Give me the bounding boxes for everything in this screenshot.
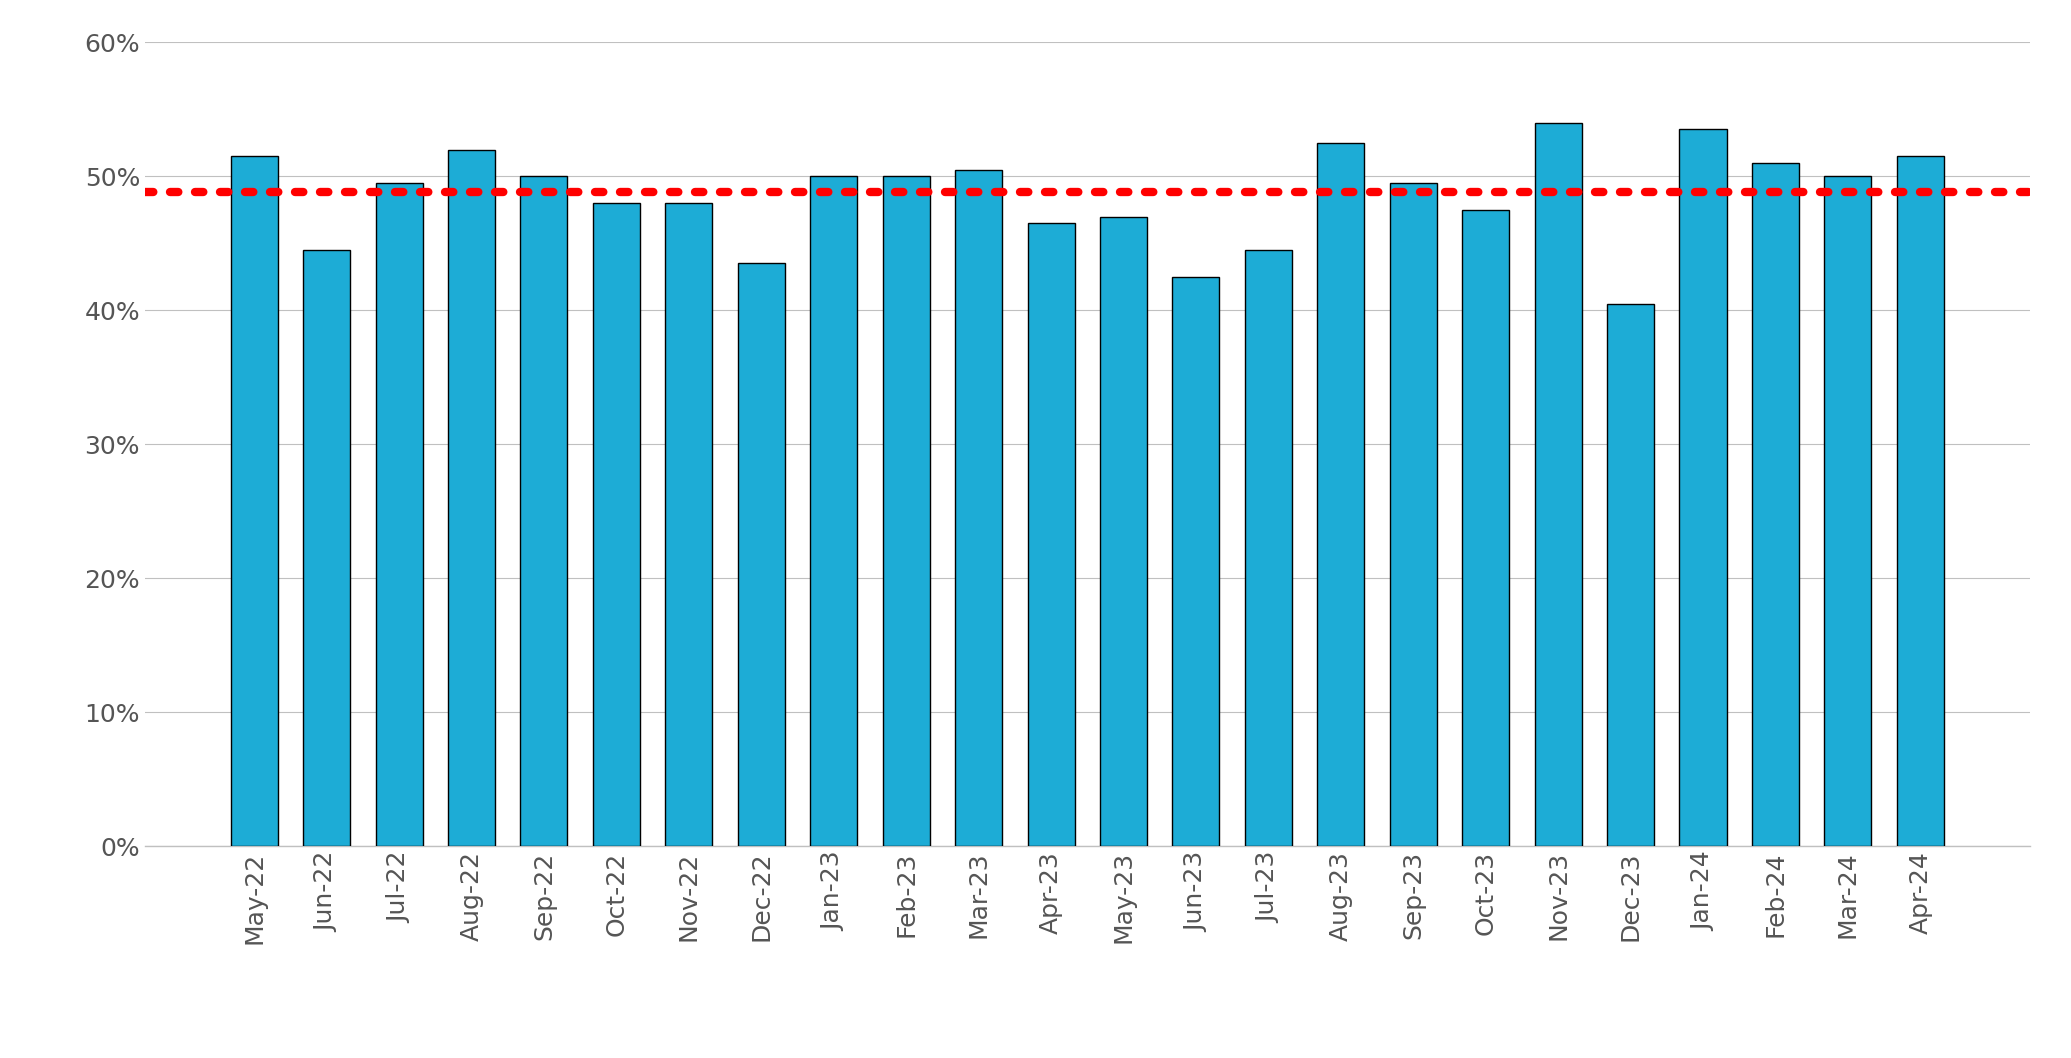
- Bar: [1535, 123, 1582, 846]
- Bar: [1897, 157, 1945, 846]
- Bar: [302, 250, 350, 846]
- Bar: [1462, 209, 1510, 846]
- Bar: [665, 203, 712, 846]
- Bar: [1752, 163, 1800, 846]
- Bar: [520, 177, 567, 846]
- Bar: [882, 177, 930, 846]
- Bar: [375, 183, 422, 846]
- Bar: [1317, 143, 1365, 846]
- Bar: [737, 263, 785, 846]
- Bar: [230, 157, 278, 846]
- Bar: [810, 177, 857, 846]
- Bar: [1245, 250, 1292, 846]
- Bar: [1172, 277, 1220, 846]
- Bar: [1100, 217, 1147, 846]
- Bar: [1390, 183, 1437, 846]
- Bar: [447, 149, 495, 846]
- Bar: [1680, 129, 1727, 846]
- Bar: [955, 169, 1002, 846]
- Bar: [1607, 304, 1655, 846]
- Bar: [1825, 177, 1872, 846]
- Bar: [592, 203, 640, 846]
- Bar: [1027, 223, 1075, 846]
